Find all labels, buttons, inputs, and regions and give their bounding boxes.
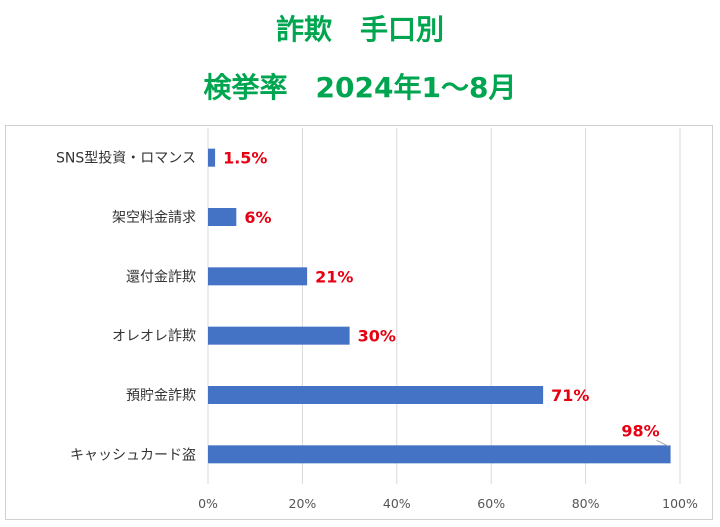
bar — [208, 267, 308, 286]
data-label: 98% — [621, 421, 659, 440]
category-label: 架空料金請求 — [112, 210, 196, 226]
data-label: 71% — [551, 386, 589, 405]
category-label: 預貯金詐欺 — [126, 388, 196, 404]
x-tick-label: 20% — [289, 496, 317, 511]
bar — [208, 208, 237, 226]
data-label: 6% — [244, 208, 271, 227]
data-label: 30% — [358, 327, 396, 346]
x-tick-label: 0% — [198, 496, 218, 511]
category-label: 還付金詐欺 — [126, 269, 196, 285]
bar — [208, 326, 350, 345]
plot-area-frame — [5, 125, 713, 520]
bar — [208, 445, 671, 464]
x-tick-label: 100% — [662, 496, 698, 511]
category-label: SNS型投資・ロマンス — [56, 151, 196, 167]
bar — [208, 386, 544, 404]
x-tick-label: 80% — [572, 496, 600, 511]
data-label: 21% — [315, 267, 353, 286]
bar — [208, 148, 216, 167]
category-label: オレオレ詐欺 — [112, 329, 196, 345]
chart-title: 詐欺 手口別 — [275, 13, 444, 46]
category-label: キャッシュカード盗 — [70, 447, 196, 463]
x-tick-label: 40% — [383, 496, 411, 511]
data-label: 1.5% — [223, 149, 267, 168]
leader-line — [656, 439, 669, 447]
chart-subtitle: 検挙率 2024年1～8月 — [203, 71, 517, 104]
x-tick-label: 60% — [477, 496, 505, 511]
